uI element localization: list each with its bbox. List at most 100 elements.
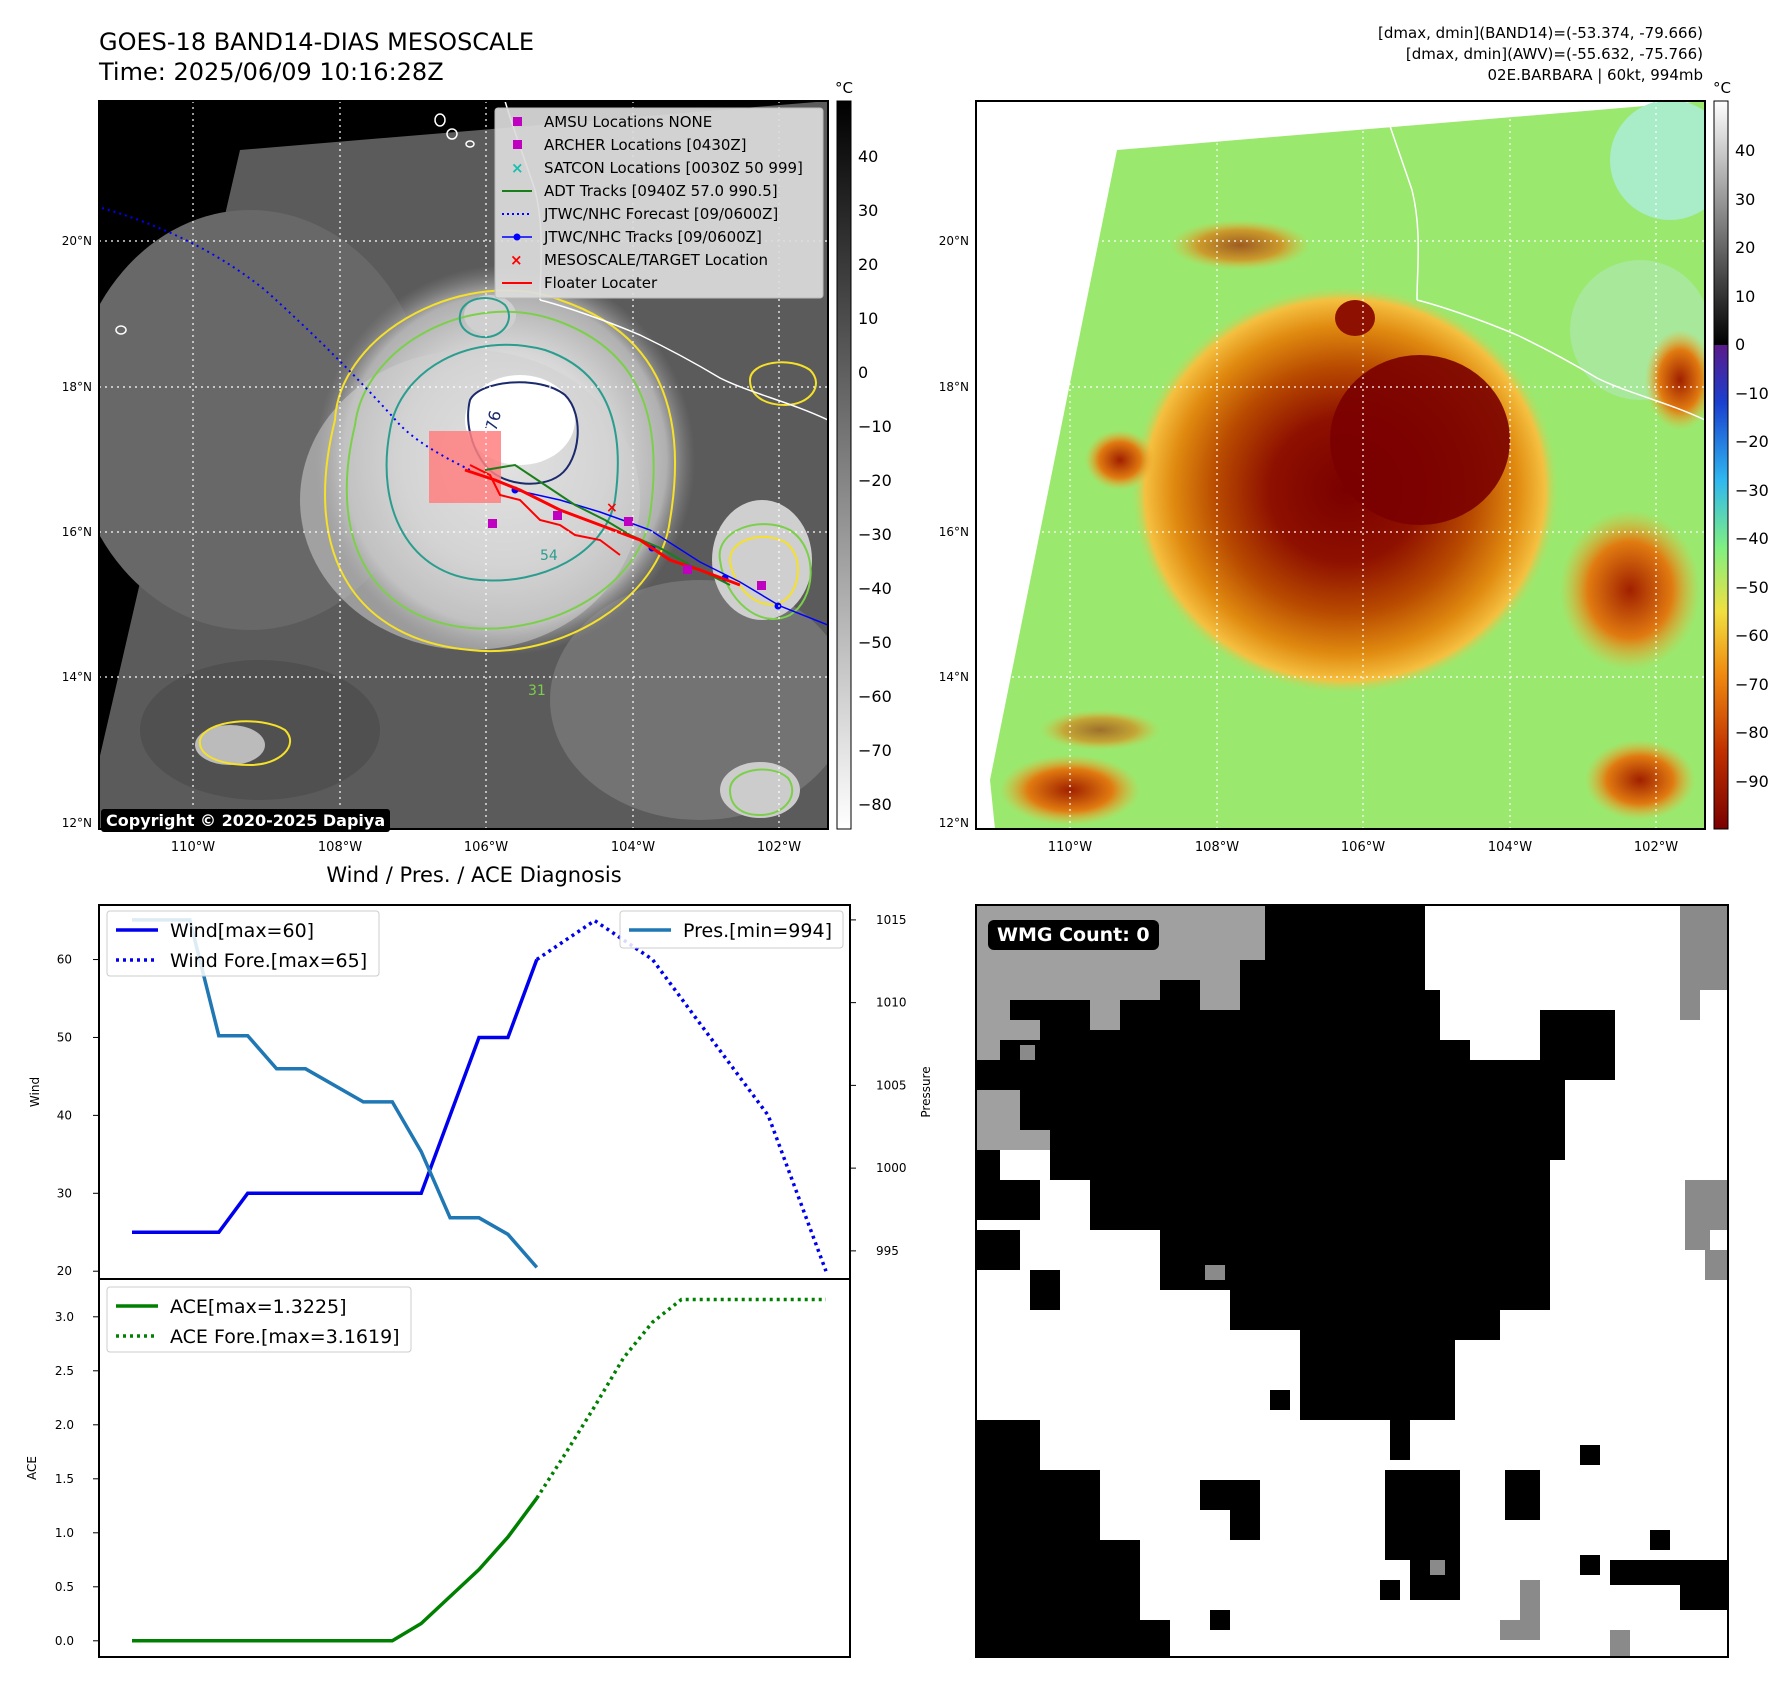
lon-tick-106: 106°W	[464, 840, 508, 855]
lon-tick-102: 102°W	[1634, 840, 1678, 855]
lat-tick-12: 12°N	[939, 816, 969, 830]
legend-wind: Wind[max=60]	[170, 920, 314, 942]
wind-tick-label: 60	[57, 953, 72, 967]
pressure-tick-label: 1010	[876, 996, 907, 1010]
wind-tick-label: 40	[57, 1108, 72, 1122]
awv-cbar-tick: 30	[1735, 190, 1755, 209]
info-awv: [dmax, dmin](AWV)=(-55.632, -75.766)	[1406, 45, 1703, 63]
diagnosis-title: Wind / Pres. / ACE Diagnosis	[326, 863, 621, 887]
pressure-axis-label: Pressure	[919, 1066, 933, 1117]
lat-tick-14: 14°N	[62, 670, 92, 684]
lon-tick-108: 108°W	[318, 840, 362, 855]
pressure-y-ticks: 995 1000 1005 1010 1015	[850, 913, 907, 1258]
legend-pressure: Pres.[min=994]	[683, 920, 832, 942]
lat-tick-18: 18°N	[939, 380, 969, 394]
pressure-tick-label: 1005	[876, 1078, 907, 1092]
lon-tick-104: 104°W	[1488, 840, 1532, 855]
lon-tick-102: 102°W	[757, 840, 801, 855]
legend-marker-archer	[513, 140, 522, 149]
ir-cbar-tick: −60	[858, 687, 892, 706]
legend-wind-forecast: Wind Fore.[max=65]	[170, 950, 367, 972]
ace-tick-label: 0.5	[55, 1580, 74, 1594]
lat-tick-14: 14°N	[939, 670, 969, 684]
awv-lat-labels: 20°N 18°N 16°N 14°N 12°N	[939, 234, 969, 830]
awv-gridlines	[976, 101, 1705, 829]
awv-cbar-tick: −80	[1735, 723, 1769, 742]
wind-y-ticks: 20 30 40 50 60	[57, 953, 99, 1278]
wind-tick-label: 50	[57, 1030, 72, 1044]
target-location-marker: ×	[606, 500, 618, 516]
contour-label-cold: 76	[482, 408, 506, 433]
ace-tick-label: 2.5	[55, 1364, 74, 1378]
ir-cbar-tick: −70	[858, 741, 892, 760]
awv-cbar-tick: 10	[1735, 287, 1755, 306]
awv-cbar-tick: −30	[1735, 481, 1769, 500]
series-line-ace-forecast	[535, 1297, 826, 1500]
legend-ace-forecast: ACE Fore.[max=3.1619]	[170, 1326, 400, 1348]
legend-marker-amsu	[513, 117, 522, 126]
ace-tick-label: 1.0	[55, 1526, 74, 1540]
awv-colorbar: °C 40 30 20 10 0 −10 −20 −30 −40 −50 −60…	[1713, 79, 1769, 830]
info-band14: [dmax, dmin](BAND14)=(-53.374, -79.666)	[1378, 24, 1703, 42]
series-line-wind-forecast	[535, 918, 828, 1272]
info-storm: 02E.BARBARA | 60kt, 994mb	[1488, 66, 1703, 84]
map-legend: AMSU Locations NONE ARCHER Locations [04…	[494, 107, 824, 299]
contour-label-mid: 54	[540, 548, 558, 564]
legend-amsu: AMSU Locations NONE	[544, 113, 712, 131]
pressure-tick-label: 1000	[876, 1161, 907, 1175]
legend-target: MESOSCALE/TARGET Location	[544, 251, 768, 269]
ace-y-ticks: 0.0 0.5 1.0 1.5 2.0 2.5 3.0	[55, 1310, 99, 1648]
ir-lat-labels: 20°N 18°N 16°N 14°N 12°N	[62, 234, 92, 830]
legend-satcon: SATCON Locations [0030Z 50 999]	[544, 159, 803, 177]
ir-cbar-tick: −10	[858, 417, 892, 436]
lon-tick-104: 104°W	[611, 840, 655, 855]
ir-colorbar: °C 40 30 20 10 0 −10 −20 −30 −40 −50 −60…	[835, 79, 892, 830]
ace-tick-label: 2.0	[55, 1418, 74, 1432]
ace-axis-label: ACE	[25, 1456, 39, 1480]
ir-cbar-tick: −30	[858, 525, 892, 544]
ace-legend: ACE[max=1.3225] ACE Fore.[max=3.1619]	[106, 1286, 412, 1353]
wmg-count-badge: WMG Count: 0	[988, 920, 1159, 950]
figure-title: GOES-18 BAND14-DIAS MESOSCALE	[99, 28, 534, 56]
ir-cbar-tick: 10	[858, 309, 878, 328]
legend-forecast: JTWC/NHC Forecast [09/0600Z]	[543, 205, 778, 223]
ace-series-layer	[132, 1297, 826, 1643]
archer-points	[488, 511, 766, 590]
ir-cbar-tick: −50	[858, 633, 892, 652]
figure-time: Time: 2025/06/09 10:16:28Z	[98, 58, 444, 86]
lon-tick-110: 110°W	[171, 840, 215, 855]
wind-series-layer	[132, 918, 828, 1272]
series-line-ace	[132, 1497, 539, 1643]
awv-cbar-tick: 20	[1735, 238, 1755, 257]
ace-chart: 0.0 0.5 1.0 1.5 2.0 2.5 3.0 ACE ACE[max=1.3225…	[25, 1278, 851, 1658]
awv-cbar-tick: 40	[1735, 141, 1755, 160]
contour-label-warm: 31	[528, 683, 546, 699]
lat-tick-16: 16°N	[939, 525, 969, 539]
awv-cbar-tick: −40	[1735, 529, 1769, 548]
ace-tick-label: 3.0	[55, 1310, 74, 1324]
wmg-panel	[976, 905, 1728, 1657]
ir-cbar-tick: 30	[858, 201, 878, 220]
legend-tracks: JTWC/NHC Tracks [09/0600Z]	[543, 228, 762, 246]
awv-cbar-tick: −90	[1735, 772, 1769, 791]
legend-ace: ACE[max=1.3225]	[170, 1296, 347, 1318]
legend-archer: ARCHER Locations [0430Z]	[544, 136, 747, 154]
awv-cbar-tick: −10	[1735, 384, 1769, 403]
awv-map	[976, 101, 1705, 829]
lon-tick-106: 106°W	[1341, 840, 1385, 855]
lon-tick-108: 108°W	[1195, 840, 1239, 855]
lat-tick-20: 20°N	[62, 234, 92, 248]
ace-tick-label: 0.0	[55, 1634, 74, 1648]
pressure-tick-label: 995	[876, 1244, 899, 1258]
ir-lon-labels: 110°W 108°W 106°W 104°W 102°W	[171, 840, 801, 855]
awv-cbar-tick: −60	[1735, 626, 1769, 645]
awv-lon-labels: 110°W 108°W 106°W 104°W 102°W	[1048, 840, 1678, 855]
awv-cbar-tick: −70	[1735, 675, 1769, 694]
legend-marker-satcon: ×	[511, 159, 524, 177]
wind-tick-label: 20	[57, 1264, 72, 1278]
lat-tick-18: 18°N	[62, 380, 92, 394]
awv-cbar-tick: −20	[1735, 432, 1769, 451]
lat-tick-12: 12°N	[62, 816, 92, 830]
ir-cbar-tick: 20	[858, 255, 878, 274]
